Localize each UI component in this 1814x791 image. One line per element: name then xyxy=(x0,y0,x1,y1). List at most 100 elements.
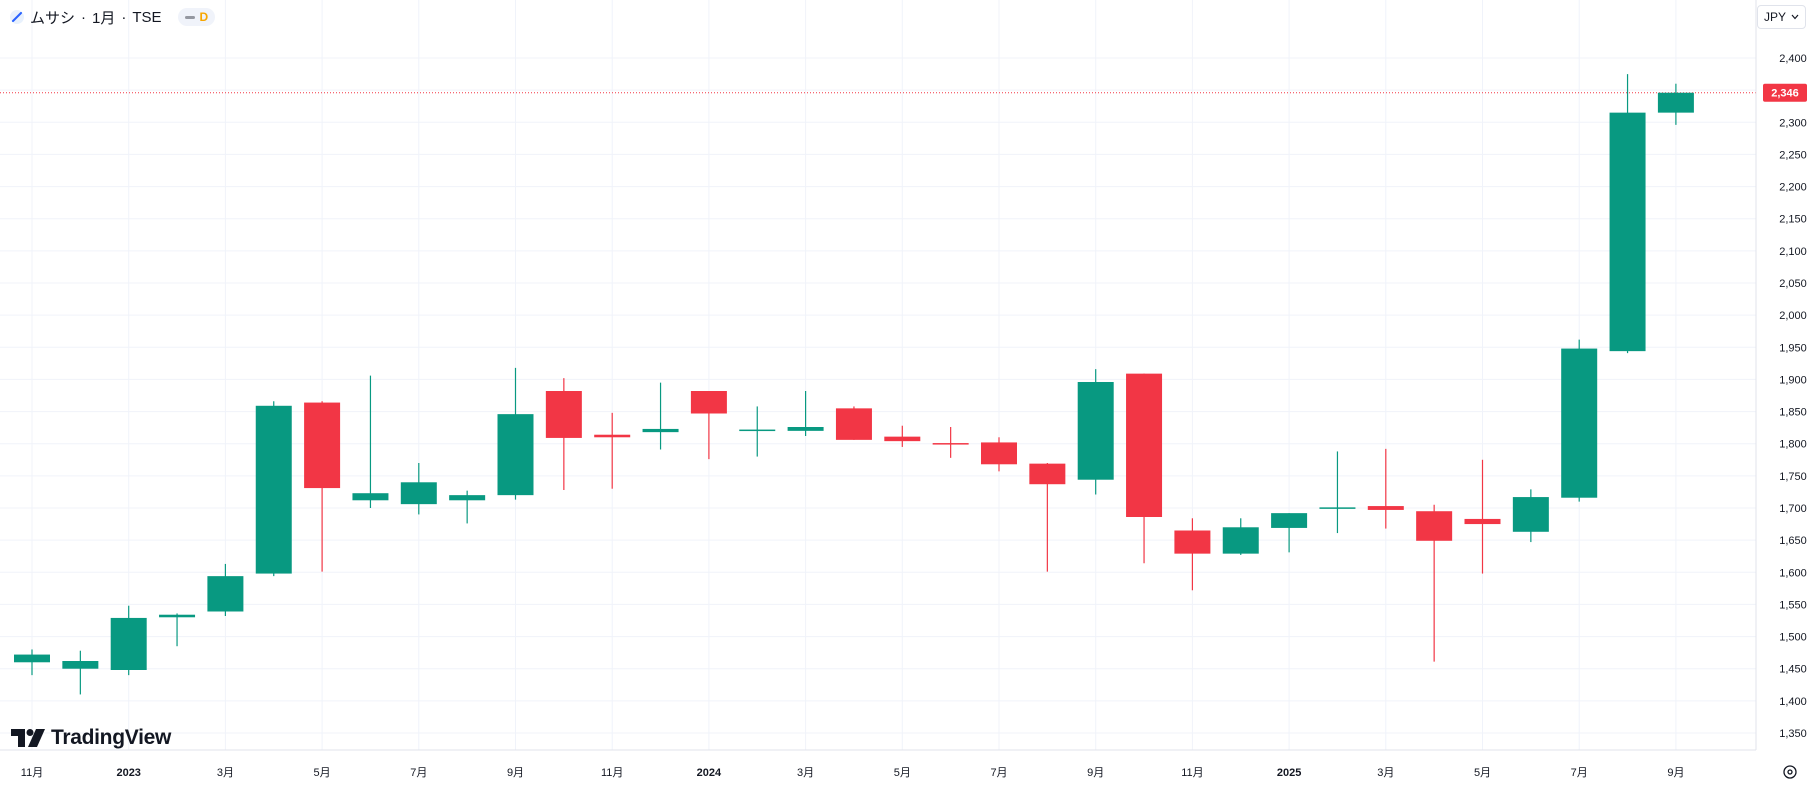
candle xyxy=(207,563,244,616)
candle-body xyxy=(1222,527,1259,554)
price-axis[interactable]: 1,350 1,400 1,450 1,500 1,550 1,600 1,650 1,700… xyxy=(1755,0,1807,750)
y-tick-label: 2,300 xyxy=(1779,117,1807,129)
y-tick-label: 1,800 xyxy=(1779,439,1807,451)
y-tick-label: 1,900 xyxy=(1779,374,1807,386)
x-tick-label: 3月 xyxy=(797,767,814,779)
status-dash-icon xyxy=(184,15,195,19)
candle xyxy=(1319,451,1356,534)
candle xyxy=(352,375,389,508)
candle xyxy=(1174,518,1211,591)
y-tick-label: 2,400 xyxy=(1779,53,1807,65)
candle-body xyxy=(642,428,679,433)
candle-body xyxy=(1561,348,1598,498)
x-tick-label: 7月 xyxy=(990,767,1007,779)
x-tick-label: 3月 xyxy=(1377,767,1394,779)
candle xyxy=(1126,373,1163,564)
y-tick-label: 1,350 xyxy=(1779,728,1807,740)
candle-body xyxy=(1657,92,1694,113)
x-tick-label: 2023 xyxy=(116,767,140,779)
x-tick-label: 7月 xyxy=(1571,767,1588,779)
tradingview-logo[interactable]: TradingView xyxy=(11,726,171,750)
grid-lines xyxy=(0,0,1756,750)
candle-body xyxy=(1319,507,1356,509)
candle xyxy=(642,382,679,450)
candle xyxy=(1222,518,1259,555)
time-axis[interactable]: 11月 2023 3月 5月 7月 9月 11月 2024 3月 5月 7月 9月 11月 2025 3月 5… xyxy=(0,749,1756,779)
candle xyxy=(1464,459,1501,574)
last-price-tag: 2,346 xyxy=(1763,83,1807,102)
last-price-label-bg xyxy=(1763,83,1807,102)
candle xyxy=(739,406,776,457)
y-tick-label: 1,850 xyxy=(1779,407,1807,419)
candle-body xyxy=(932,443,969,445)
y-tick-label: 1,500 xyxy=(1779,632,1807,644)
candle xyxy=(1029,463,1066,572)
candle-body xyxy=(884,436,921,442)
candle xyxy=(62,650,99,695)
y-tick-label: 1,450 xyxy=(1779,664,1807,676)
candle xyxy=(1367,448,1404,529)
candle-body xyxy=(497,414,534,496)
currency-button[interactable]: JPY xyxy=(1756,5,1806,29)
candle xyxy=(400,463,437,515)
x-tick-label: 9月 xyxy=(1667,767,1684,779)
candle-body xyxy=(545,391,582,438)
y-tick-label: 2,100 xyxy=(1779,246,1807,258)
candle xyxy=(1657,83,1694,125)
y-tick-label: 1,400 xyxy=(1779,696,1807,708)
candle-body xyxy=(207,576,244,612)
chevron-down-icon xyxy=(1791,14,1799,20)
candles xyxy=(14,74,1694,695)
candle-body xyxy=(1174,530,1211,554)
candle xyxy=(255,401,292,577)
legend-separator: · xyxy=(121,8,127,26)
y-tick-label: 2,050 xyxy=(1779,278,1807,290)
x-tick-label: 5月 xyxy=(894,767,911,779)
y-tick-label: 2,000 xyxy=(1779,310,1807,322)
y-tick-label: 2,200 xyxy=(1779,182,1807,194)
y-tick-label: 1,700 xyxy=(1779,503,1807,515)
symbol-legend[interactable]: ムサシ · 1月 · TSE D xyxy=(10,6,216,28)
candle-body xyxy=(304,402,341,489)
candle xyxy=(884,425,921,447)
candle xyxy=(981,437,1017,472)
candle-body xyxy=(159,614,196,618)
x-tick-label: 3月 xyxy=(217,767,234,779)
currency-label: JPY xyxy=(1763,10,1786,24)
candle-body xyxy=(1126,373,1163,517)
x-tick-label: 11月 xyxy=(601,767,623,779)
y-tick-label: 1,950 xyxy=(1779,342,1807,354)
x-tick-label: 11月 xyxy=(21,767,43,779)
x-tick-label: 11月 xyxy=(1181,767,1203,779)
candle xyxy=(497,367,534,500)
candle-body xyxy=(1416,511,1453,541)
data-status-badge[interactable]: D xyxy=(177,8,216,26)
y-tick-label: 1,550 xyxy=(1779,599,1807,611)
candle xyxy=(1416,504,1453,662)
candle xyxy=(787,391,824,436)
candle xyxy=(594,412,631,489)
candle xyxy=(1609,74,1646,354)
candle-body xyxy=(835,408,872,440)
settings-icon[interactable] xyxy=(1783,765,1797,779)
candle-body xyxy=(1077,382,1114,480)
legend-separator: · xyxy=(81,8,87,26)
x-tick-label: 9月 xyxy=(507,767,524,779)
candle xyxy=(304,401,341,572)
interval-label: 1月 xyxy=(92,9,116,27)
candle xyxy=(1271,513,1308,553)
candle xyxy=(690,391,727,460)
candle xyxy=(110,605,147,676)
candle xyxy=(14,649,50,676)
y-tick-label: 1,650 xyxy=(1779,535,1807,547)
last-price-label: 2,346 xyxy=(1771,88,1799,100)
candle xyxy=(545,378,582,490)
candle xyxy=(1077,369,1114,495)
y-tick-label: 1,750 xyxy=(1779,471,1807,483)
x-tick-label: 2024 xyxy=(697,767,722,779)
candle-body xyxy=(594,434,631,438)
candle-body xyxy=(352,493,389,501)
candle-body xyxy=(14,654,50,663)
